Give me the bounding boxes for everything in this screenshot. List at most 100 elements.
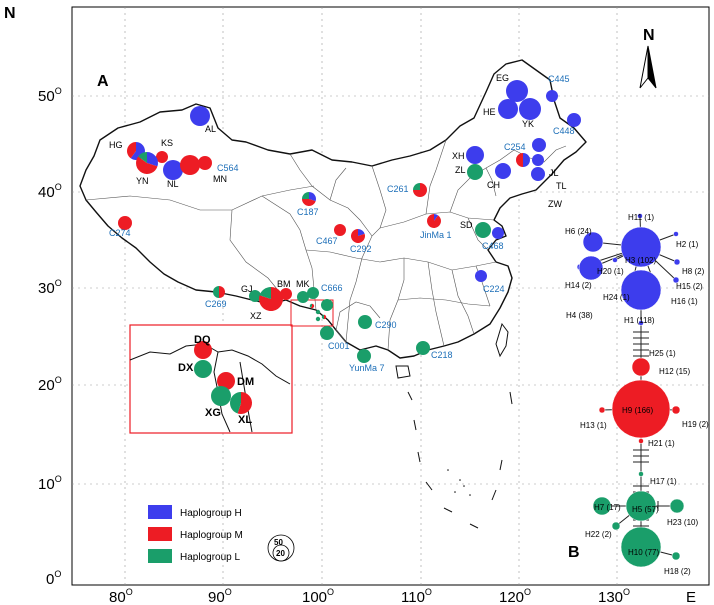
inset-label-dx: DX <box>178 362 194 374</box>
pie-gj-slice <box>249 290 261 302</box>
node-h5 <box>625 490 657 522</box>
pie-c224 <box>475 270 487 282</box>
dash-2 <box>413 419 417 431</box>
panel-a-label: A <box>97 73 109 90</box>
hap-label-h23: H23 (10) <box>667 518 698 527</box>
border-17 <box>467 217 489 251</box>
pie-eg-slice <box>506 80 528 102</box>
site-label-yk: YK <box>522 119 534 129</box>
micro-pie-3-slice-m <box>324 314 327 320</box>
y-tick-20: 20O <box>38 375 62 394</box>
pie-c445 <box>546 90 558 102</box>
legend-swatch-m <box>148 527 172 541</box>
sample-label-c445: C445 <box>548 74 570 84</box>
legend-label-h: Haplogroup H <box>180 508 242 519</box>
inset-border-3 <box>217 349 291 385</box>
pie-c468 <box>492 227 504 239</box>
pie-c274-slice <box>118 216 132 230</box>
pie-dx <box>194 360 212 378</box>
node-h4 <box>578 255 604 281</box>
north-arrow-label: N <box>643 27 655 44</box>
pie-gj <box>249 290 261 302</box>
pie-c292-slice-m <box>351 229 366 244</box>
inset-label-dm: DM <box>237 376 254 388</box>
pie-c290-slice <box>358 315 372 329</box>
node-h7 <box>592 496 612 516</box>
hap-label-h12: H12 (15) <box>659 367 690 376</box>
sample-label-c218: C218 <box>431 350 453 360</box>
node-h18 <box>671 551 681 561</box>
x-tick-130: 130O <box>598 587 630 605</box>
site-label-mk: MK <box>296 279 310 289</box>
sample-label-c666: C666 <box>321 283 343 293</box>
pie-yn-slice-m <box>136 156 158 174</box>
pie-nl-slice <box>163 160 183 180</box>
legend-label-l: Haplogroup L <box>180 552 240 563</box>
network-labels: H11 (1) H6 (24) H2 (1) H3 (102) H20 (1) … <box>565 213 709 576</box>
node-h23 <box>669 498 685 514</box>
node-h11 <box>637 213 643 219</box>
hap-label-h3: H3 (102) <box>625 256 656 265</box>
pie-c292 <box>351 229 366 244</box>
node-h21 <box>638 438 644 444</box>
hap-label-h1: H1 (118) <box>624 316 655 325</box>
pie-xg-slice <box>211 386 231 406</box>
border-10 <box>451 269 475 335</box>
border-15 <box>485 167 497 197</box>
pie-xl-slice-l <box>229 392 241 414</box>
islet <box>447 469 449 471</box>
hap-label-h11: H11 (1) <box>628 213 654 222</box>
site-label-bm: BM <box>277 279 291 289</box>
site-label-zw: ZW <box>548 199 562 209</box>
pie-xz-2 <box>307 287 319 299</box>
pie-yunma-7-slice <box>357 349 371 363</box>
pie-c187-slice-h <box>309 192 316 202</box>
pie-xz-1-slice <box>297 291 309 303</box>
site-label-he: HE <box>483 107 496 117</box>
pie-mk-slice <box>280 288 292 300</box>
pie-jl <box>516 153 530 167</box>
hap-label-h25: H25 (1) <box>649 349 676 358</box>
x-ticks: 80O 90O 100O 110O 120O 130O <box>109 587 630 605</box>
inset-source-box <box>290 299 334 327</box>
pie-c187-slice-l <box>302 192 309 199</box>
node-h8 <box>673 258 681 266</box>
hap-label-h8: H8 (2) <box>682 267 705 276</box>
border-12 <box>425 139 447 215</box>
pie-jinma-1 <box>427 214 442 229</box>
china-outline <box>79 59 587 359</box>
site-label-yn: YN <box>136 176 149 186</box>
inset-label-xl: XL <box>238 414 252 426</box>
pie-xg <box>211 386 231 406</box>
sample-label-c261: C261 <box>387 184 409 194</box>
micro-pie-2-slice <box>315 309 321 315</box>
sample-label-c187: C187 <box>297 207 319 217</box>
pie-tl <box>532 154 544 166</box>
sample-label-c254: C254 <box>504 142 526 152</box>
node-h25 <box>638 320 644 326</box>
pie-bm-slice-l <box>259 287 271 299</box>
border-19 <box>335 301 381 343</box>
north-arrow-right <box>647 45 657 89</box>
pie-c218-slice <box>416 341 430 355</box>
pie-ks-slice <box>156 151 168 163</box>
map-frame <box>71 6 710 586</box>
hap-label-h24: H24 (1) <box>603 293 630 302</box>
y-ticks: 50O 40O 30O 20O 10O 0O <box>38 86 62 588</box>
node-h13 <box>598 406 606 414</box>
pie-al-slice <box>190 106 210 126</box>
pie-c269-slice-m <box>219 286 225 298</box>
dash-7 <box>491 489 497 501</box>
small-islands <box>447 469 471 496</box>
site-label-tl: TL <box>556 181 567 191</box>
inset-box <box>129 324 293 434</box>
inset-site-labels: DQ DX DM XG XL <box>178 334 254 426</box>
border-11 <box>397 297 491 307</box>
pie-dq <box>194 341 212 359</box>
border-5 <box>345 165 387 343</box>
micro-pie-1-slice-l <box>309 303 312 308</box>
pie-yn <box>136 152 158 174</box>
pie-c218 <box>416 341 430 355</box>
panel-b-label: B <box>568 544 580 561</box>
hap-label-h10: H10 (77) <box>628 548 659 557</box>
